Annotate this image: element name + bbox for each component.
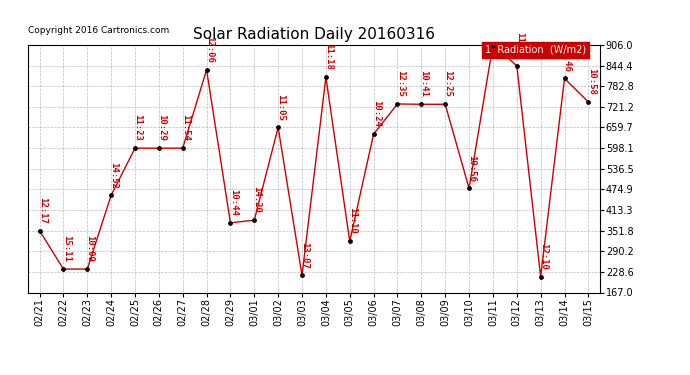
Point (177, 145, 188, 151)
Point (416, 101, 427, 107)
Point (392, 101, 403, 107)
Point (297, 272, 308, 278)
Point (344, 238, 355, 244)
Point (225, 220, 236, 226)
Title: Solar Radiation Daily 20160316: Solar Radiation Daily 20160316 (193, 27, 435, 42)
Text: 14:52: 14:52 (110, 162, 119, 188)
Text: 10:44: 10:44 (228, 189, 238, 216)
Text: 12:06: 12:06 (205, 36, 214, 63)
Text: 11:52: 11:52 (515, 32, 524, 59)
Point (583, 99, 594, 105)
Text: 12:17: 12:17 (38, 197, 47, 223)
Point (201, 67, 212, 73)
Text: 11:23: 11:23 (133, 114, 142, 141)
Point (440, 101, 451, 107)
Text: 12:10: 12:10 (539, 243, 548, 270)
Text: 12:35: 12:35 (396, 70, 405, 97)
Text: 11:10: 11:10 (348, 207, 357, 234)
Point (368, 131, 379, 137)
Text: 10:24: 10:24 (372, 100, 381, 127)
Point (535, 274, 546, 280)
Text: 09:46: 09:46 (563, 45, 572, 72)
Text: 11:18: 11:18 (324, 44, 333, 70)
Text: 10:29: 10:29 (157, 114, 166, 141)
Text: 10:58: 10:58 (586, 68, 595, 95)
Text: 11:54: 11:54 (181, 114, 190, 141)
Point (273, 124, 284, 130)
Text: 15:11: 15:11 (61, 235, 70, 262)
Point (130, 145, 141, 151)
Text: 10:41: 10:41 (420, 70, 428, 98)
Text: Copyright 2016 Cartronics.com: Copyright 2016 Cartronics.com (28, 26, 169, 35)
Text: 14:20: 14:20 (253, 186, 262, 213)
Point (81, 266, 92, 272)
Text: 13:07: 13:07 (300, 242, 309, 268)
Point (320, 74, 331, 80)
Text: 10:09: 10:09 (86, 235, 95, 262)
Point (487, 42, 498, 48)
Point (559, 75, 570, 81)
Text: 12:25: 12:25 (444, 70, 453, 98)
Point (106, 192, 117, 198)
Point (34, 228, 45, 234)
Text: 1  Radiation  (W/m2): 1 Radiation (W/m2) (485, 45, 586, 55)
Point (511, 63, 522, 69)
Point (464, 185, 475, 191)
Point (58, 266, 69, 272)
Point (153, 145, 164, 151)
Point (249, 217, 260, 223)
Text: 10:56: 10:56 (467, 154, 476, 182)
Text: 11:05: 11:05 (277, 94, 286, 120)
